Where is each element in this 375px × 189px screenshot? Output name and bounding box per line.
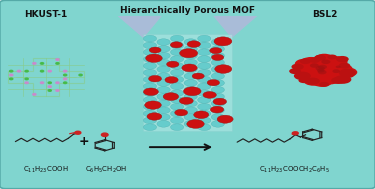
- Circle shape: [165, 77, 178, 83]
- Circle shape: [63, 70, 67, 72]
- Circle shape: [184, 66, 197, 73]
- Circle shape: [317, 69, 325, 72]
- Circle shape: [146, 54, 162, 62]
- Circle shape: [198, 69, 211, 76]
- Circle shape: [56, 82, 59, 84]
- Circle shape: [157, 86, 170, 93]
- Circle shape: [171, 56, 184, 62]
- Circle shape: [198, 124, 211, 131]
- Circle shape: [198, 90, 211, 96]
- Circle shape: [171, 83, 184, 90]
- Circle shape: [211, 107, 225, 114]
- Circle shape: [157, 73, 170, 80]
- Circle shape: [211, 52, 225, 59]
- Circle shape: [143, 117, 157, 124]
- Circle shape: [198, 56, 211, 62]
- Circle shape: [198, 117, 211, 124]
- Circle shape: [211, 121, 225, 127]
- Circle shape: [157, 46, 170, 52]
- Circle shape: [143, 63, 157, 69]
- Circle shape: [184, 39, 197, 45]
- Circle shape: [315, 66, 325, 71]
- Circle shape: [143, 49, 157, 56]
- Circle shape: [143, 124, 157, 131]
- Circle shape: [171, 49, 184, 56]
- Circle shape: [292, 132, 298, 135]
- Circle shape: [214, 37, 232, 46]
- Circle shape: [327, 71, 349, 82]
- Circle shape: [143, 97, 157, 103]
- Circle shape: [157, 52, 170, 59]
- Circle shape: [211, 86, 225, 93]
- Polygon shape: [118, 16, 162, 38]
- Circle shape: [171, 76, 184, 83]
- Circle shape: [211, 80, 225, 86]
- Circle shape: [289, 68, 301, 74]
- Circle shape: [184, 86, 197, 93]
- Circle shape: [330, 62, 344, 69]
- Circle shape: [184, 121, 197, 127]
- Circle shape: [184, 59, 197, 66]
- Circle shape: [157, 80, 170, 86]
- Circle shape: [145, 101, 161, 109]
- Circle shape: [48, 90, 51, 91]
- Circle shape: [339, 63, 350, 69]
- Circle shape: [143, 56, 157, 62]
- Circle shape: [149, 47, 161, 53]
- Circle shape: [339, 69, 356, 77]
- Text: C$_{11}$H$_{23}$COOCH$_2$C$_6$H$_5$: C$_{11}$H$_{23}$COOCH$_2$C$_6$H$_5$: [259, 165, 330, 175]
- Circle shape: [184, 107, 197, 114]
- Circle shape: [298, 73, 316, 82]
- Circle shape: [40, 63, 44, 64]
- Circle shape: [157, 121, 170, 127]
- Circle shape: [211, 66, 225, 73]
- Circle shape: [211, 114, 225, 120]
- Circle shape: [171, 97, 184, 103]
- Circle shape: [63, 74, 67, 76]
- Circle shape: [336, 66, 340, 68]
- Circle shape: [303, 75, 324, 86]
- Circle shape: [211, 73, 225, 80]
- Text: C$_{11}$H$_{23}$COOH: C$_{11}$H$_{23}$COOH: [23, 165, 69, 175]
- Circle shape: [25, 70, 28, 72]
- Circle shape: [179, 97, 193, 104]
- Circle shape: [157, 114, 170, 120]
- Circle shape: [157, 100, 170, 107]
- Circle shape: [143, 42, 157, 49]
- Circle shape: [180, 49, 198, 58]
- Circle shape: [182, 64, 197, 72]
- Circle shape: [300, 58, 311, 64]
- Circle shape: [306, 77, 320, 85]
- Circle shape: [291, 64, 304, 70]
- Circle shape: [332, 70, 349, 78]
- Circle shape: [101, 133, 108, 136]
- Circle shape: [203, 91, 216, 98]
- Circle shape: [163, 93, 178, 101]
- Circle shape: [48, 82, 51, 84]
- Circle shape: [334, 71, 351, 79]
- Circle shape: [295, 59, 315, 69]
- Circle shape: [147, 113, 162, 120]
- Text: Hierarchically Porous MOF: Hierarchically Porous MOF: [120, 6, 255, 15]
- Circle shape: [184, 46, 197, 52]
- Circle shape: [213, 98, 226, 105]
- Circle shape: [166, 61, 179, 67]
- Circle shape: [198, 35, 211, 42]
- Circle shape: [306, 58, 328, 69]
- Circle shape: [339, 67, 357, 77]
- Circle shape: [300, 70, 316, 78]
- Circle shape: [48, 86, 51, 88]
- Text: C$_6$H$_5$CH$_2$OH: C$_6$H$_5$CH$_2$OH: [85, 165, 127, 175]
- Circle shape: [317, 76, 334, 84]
- Circle shape: [211, 46, 225, 52]
- Circle shape: [33, 94, 36, 95]
- Circle shape: [300, 57, 322, 68]
- Circle shape: [143, 88, 158, 95]
- Circle shape: [10, 78, 13, 80]
- Circle shape: [171, 110, 184, 117]
- Circle shape: [75, 131, 81, 134]
- Circle shape: [143, 69, 157, 76]
- Circle shape: [157, 107, 170, 114]
- Circle shape: [184, 80, 197, 86]
